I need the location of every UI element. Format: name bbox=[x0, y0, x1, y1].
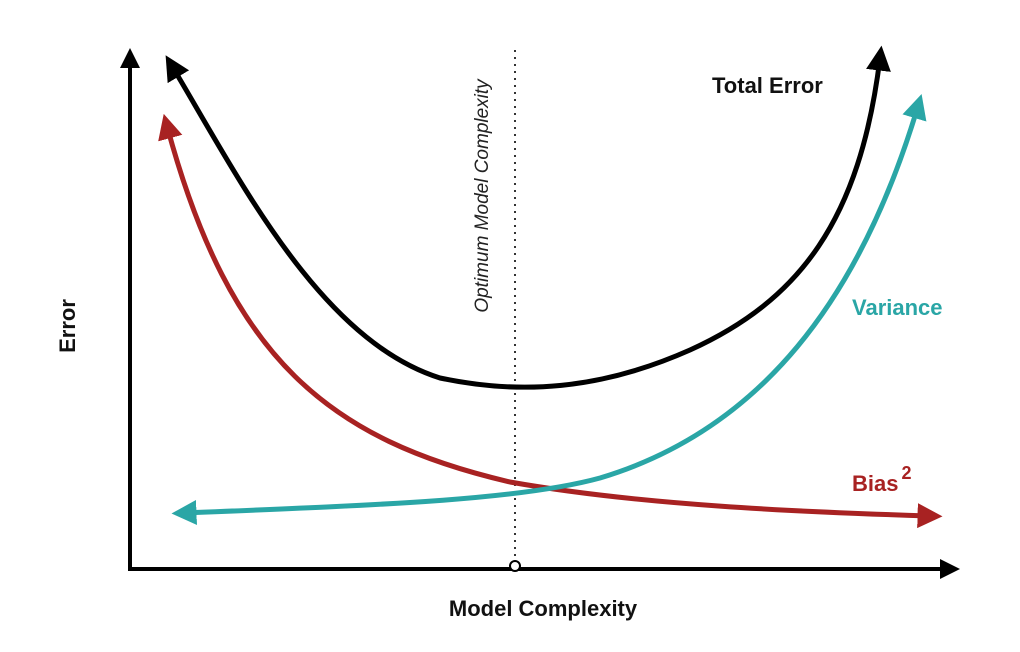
total-error-label: Total Error bbox=[712, 73, 823, 98]
variance-curve bbox=[171, 94, 927, 525]
y-axis-title: Error bbox=[55, 299, 80, 353]
bias-label-text: Bias bbox=[852, 471, 898, 496]
total-error-curve bbox=[165, 45, 891, 390]
x-axis-title: Model Complexity bbox=[449, 596, 638, 621]
bias-label: Bias 2 bbox=[852, 463, 912, 496]
bias-label-superscript: 2 bbox=[901, 463, 911, 483]
optimum-complexity-label: Optimum Model Complexity bbox=[472, 78, 493, 313]
variance-label: Variance bbox=[852, 295, 943, 320]
optimum-complexity-marker bbox=[509, 560, 521, 572]
